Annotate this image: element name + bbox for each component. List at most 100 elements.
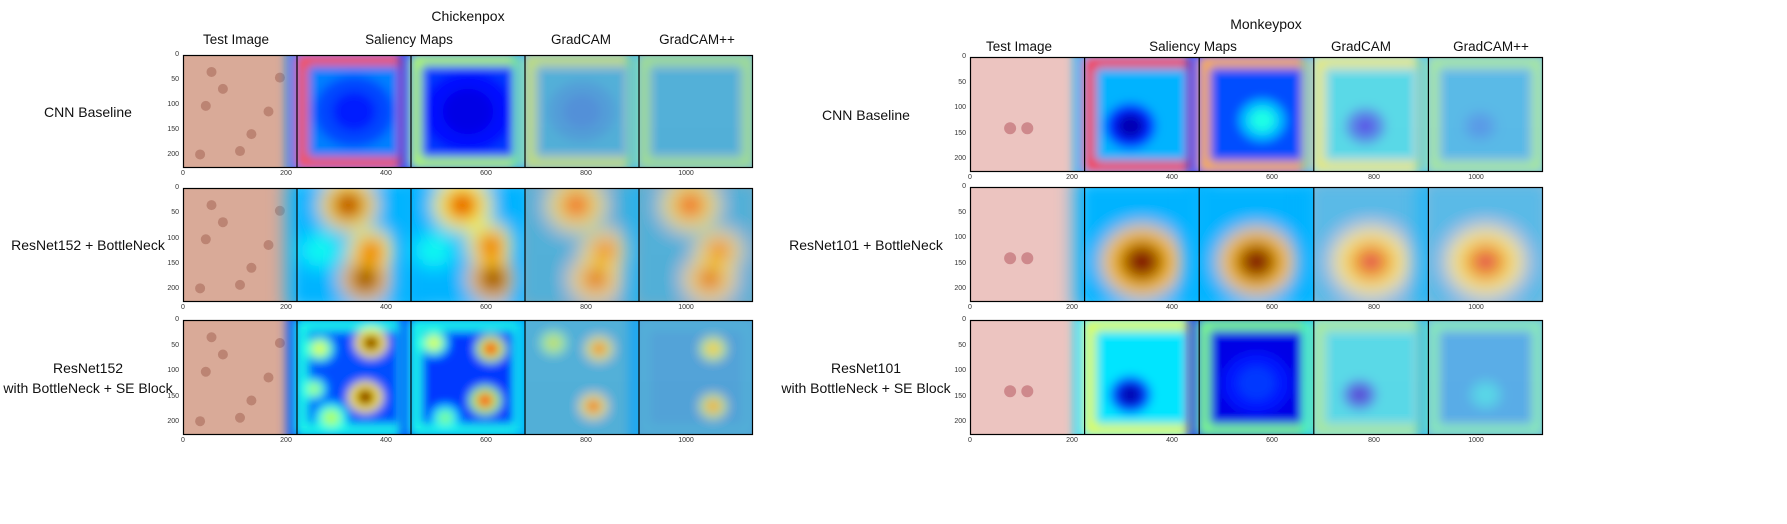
saliency-map (401, 188, 535, 302)
row-label-line: CNN Baseline (822, 106, 910, 123)
y-tick-label: 150 (954, 392, 966, 400)
chickenpox-col-header-3: GradCAM (550, 32, 611, 47)
x-tick-label: 800 (1368, 174, 1380, 181)
chickenpox-col-header-2: Saliency Maps (365, 32, 453, 47)
lesion-spot (1004, 122, 1017, 135)
x-tick-label: 600 (1266, 304, 1278, 311)
y-tick-label: 100 (954, 104, 966, 112)
row-label-line: with BottleNeck + SE Block (3, 379, 173, 396)
x-tick-label: 1000 (1468, 437, 1484, 444)
lesion-spot (1004, 252, 1017, 265)
row-label-line: ResNet101 (830, 359, 902, 376)
gradcam-map (1303, 57, 1439, 172)
lesion-spot (206, 66, 217, 77)
test-image (183, 55, 297, 168)
lesion-spot (246, 262, 257, 273)
monkeypox-row-label-2: ResNet101 + BottleNeck (776, 235, 956, 255)
lesion-spot (274, 72, 285, 83)
y-tick-label: 100 (167, 234, 179, 242)
x-tick-label: 200 (280, 170, 292, 177)
x-tick-label: 400 (1166, 304, 1178, 311)
x-tick-label: 800 (580, 304, 592, 311)
test-image (183, 188, 297, 302)
x-tick-label: 600 (1266, 174, 1278, 181)
y-tick-label: 100 (954, 367, 966, 375)
saliency-map (1074, 187, 1210, 302)
chickenpox-row-label-1: CNN Baseline (0, 102, 178, 122)
chickenpox-row-label-2: ResNet152 + BottleNeck (0, 235, 178, 255)
row-label-line: CNN Baseline (44, 103, 132, 120)
monkeypox-row-label-3: ResNet101 with BottleNeck + SE Block (776, 358, 956, 398)
lesion-spot (217, 83, 228, 94)
saliency-map (1074, 320, 1210, 435)
lesion-spot (195, 149, 206, 160)
row-label-line: ResNet101 + BottleNeck (789, 236, 943, 253)
saliency-map (1074, 57, 1210, 172)
y-tick-label: 0 (962, 183, 966, 190)
monkeypox-row-1-panels (969, 56, 1544, 173)
saliency-map (287, 55, 421, 168)
y-tick-label: 0 (175, 51, 179, 58)
test-image (970, 57, 1085, 172)
saliency-map (287, 320, 421, 435)
x-tick-label: 1000 (678, 170, 694, 177)
x-tick-label: 400 (380, 304, 392, 311)
x-tick-label: 1000 (678, 437, 694, 444)
chickenpox-row-label-3: ResNet152 with BottleNeck + SE Block (0, 358, 178, 398)
lesion-spot (206, 332, 217, 343)
x-tick-label: 800 (580, 170, 592, 177)
monkeypox-col-header-4: GradCAM++ (1453, 39, 1529, 54)
lesion-spot (246, 395, 257, 406)
x-tick-label: 200 (280, 304, 292, 311)
y-tick-label: 0 (175, 184, 179, 191)
gradcam-plus-plus-map (629, 320, 753, 435)
x-tick-label: 200 (280, 437, 292, 444)
y-tick-label: 150 (167, 126, 179, 134)
x-tick-label: 0 (181, 437, 185, 444)
gradcam-plus-plus-map (1418, 57, 1543, 172)
gradcam-map (515, 55, 649, 168)
gradcam-map (515, 320, 649, 435)
x-tick-label: 800 (580, 437, 592, 444)
gradcam-plus-plus-map (629, 55, 753, 168)
y-tick-label: 0 (962, 316, 966, 323)
x-tick-label: 0 (181, 170, 185, 177)
y-tick-label: 50 (958, 341, 966, 349)
test-image (183, 320, 297, 435)
lesion-spot (195, 283, 206, 294)
lesion-spot (217, 349, 228, 360)
lesion-spot (200, 366, 211, 377)
lesion-spot (1004, 385, 1017, 398)
x-tick-label: 600 (480, 437, 492, 444)
chickenpox-col-header-4: GradCAM++ (659, 32, 735, 47)
y-tick-label: 100 (167, 101, 179, 109)
gradcam-plus-plus-map (1418, 320, 1543, 435)
y-tick-label: 0 (175, 316, 179, 323)
lesion-spot (274, 205, 285, 216)
x-tick-label: 400 (380, 437, 392, 444)
saliency-map (1189, 187, 1324, 302)
x-tick-label: 600 (480, 304, 492, 311)
chickenpox-row-3-panels (182, 319, 754, 436)
row-label-line: with BottleNeck + SE Block (781, 379, 951, 396)
lesion-spot (263, 106, 274, 117)
lesion-spot (1021, 252, 1034, 265)
x-tick-label: 600 (480, 170, 492, 177)
x-tick-label: 1000 (678, 304, 694, 311)
gradcam-map (515, 188, 649, 302)
x-tick-label: 200 (1066, 174, 1078, 181)
saliency-map (1189, 57, 1324, 172)
y-tick-label: 150 (167, 260, 179, 267)
lesion-spot (235, 279, 245, 290)
lesion-spot (274, 338, 285, 348)
lesion-spot (1021, 385, 1034, 398)
lesion-spot (1021, 122, 1034, 135)
chickenpox-row-2-panels (182, 187, 754, 303)
monkeypox-row-label-1: CNN Baseline (776, 105, 956, 125)
test-image (970, 320, 1085, 435)
y-tick-label: 50 (958, 78, 966, 86)
y-tick-label: 150 (167, 392, 179, 400)
monkeypox-col-header-1: Test Image (985, 39, 1053, 54)
monkeypox-row-3-panels (969, 319, 1544, 436)
gradcam-plus-plus-map (1418, 187, 1543, 302)
